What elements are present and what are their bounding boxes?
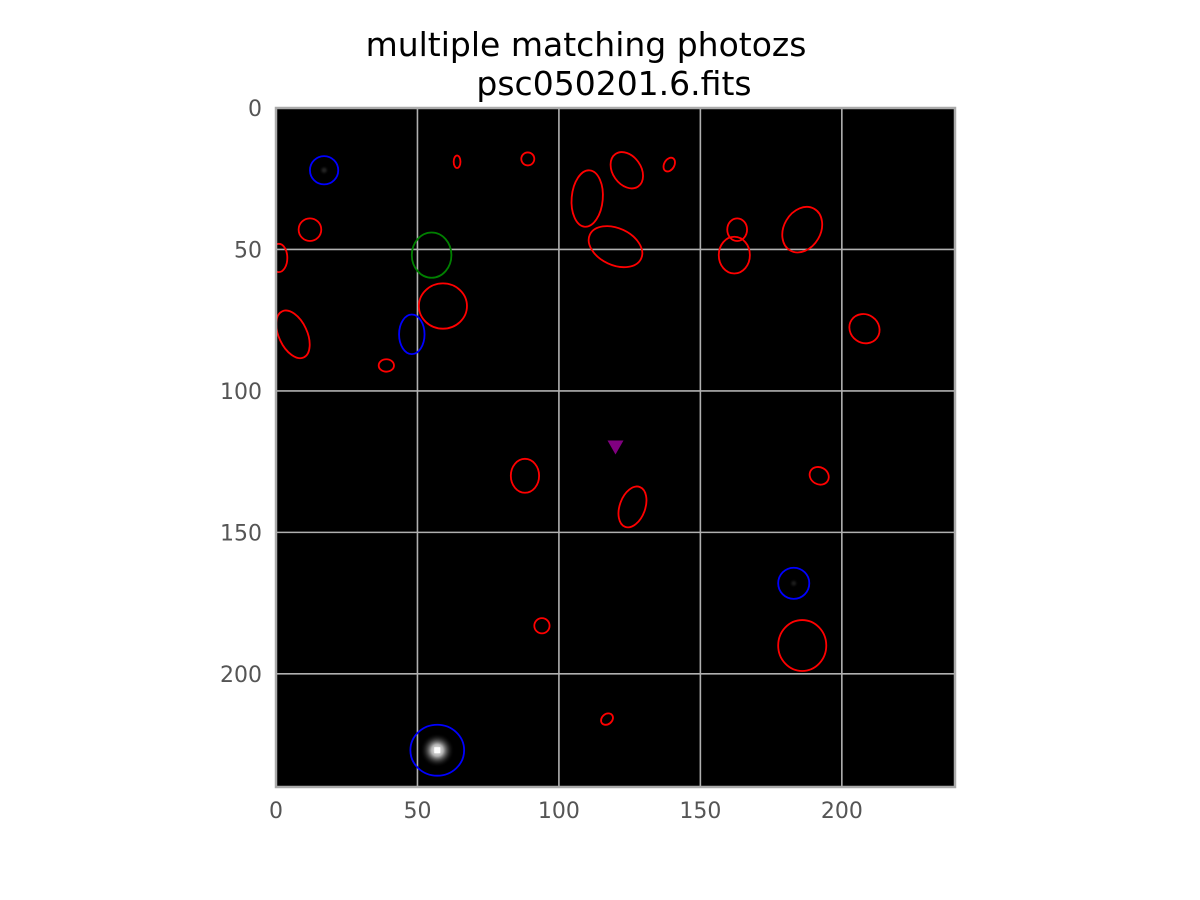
point-source bbox=[789, 578, 799, 588]
red-ellipse bbox=[533, 617, 551, 635]
point-source-core bbox=[434, 747, 441, 754]
red-ellipse bbox=[777, 619, 828, 672]
x-tick-label: 150 bbox=[679, 799, 721, 824]
red-ellipse bbox=[726, 217, 748, 242]
ellipse-layer bbox=[276, 151, 881, 777]
red-ellipse bbox=[452, 154, 462, 169]
red-ellipse bbox=[570, 169, 604, 228]
red-ellipse bbox=[276, 309, 311, 360]
blue-ellipse bbox=[398, 313, 426, 356]
x-tick-label: 50 bbox=[403, 799, 431, 824]
red-ellipse bbox=[609, 151, 644, 190]
x-tick-label: 200 bbox=[821, 799, 863, 824]
red-ellipse bbox=[600, 712, 614, 726]
red-ellipse bbox=[617, 485, 648, 529]
red-ellipse bbox=[520, 151, 536, 167]
y-tick-label: 100 bbox=[220, 380, 262, 405]
red-ellipse bbox=[848, 313, 881, 345]
red-ellipse bbox=[808, 466, 830, 486]
red-ellipse bbox=[509, 457, 541, 494]
red-ellipse bbox=[717, 235, 751, 275]
x-tick-label: 100 bbox=[538, 799, 580, 824]
blue-ellipse bbox=[309, 155, 340, 186]
green-ellipse bbox=[410, 231, 453, 279]
red-ellipse bbox=[276, 242, 289, 273]
red-ellipse bbox=[587, 225, 644, 269]
red-ellipse bbox=[662, 156, 676, 173]
y-tick-label: 150 bbox=[220, 521, 262, 546]
plot-frame bbox=[274, 106, 957, 789]
red-ellipse bbox=[297, 217, 323, 242]
y-axis-ticks: 0 50 100 150 200 bbox=[220, 97, 262, 688]
x-tick-label: 0 bbox=[269, 799, 283, 824]
blue-ellipse bbox=[777, 566, 811, 600]
red-ellipse bbox=[417, 282, 468, 330]
triangle-marker bbox=[607, 440, 624, 455]
y-tick-label: 200 bbox=[220, 663, 262, 688]
x-axis-ticks: 0 50 100 150 200 bbox=[269, 799, 863, 824]
chart-subtitle: psc050201.6.fits bbox=[476, 64, 751, 103]
blue-ellipse bbox=[409, 723, 466, 777]
red-ellipse bbox=[377, 358, 395, 373]
marker-layer bbox=[607, 440, 624, 455]
point-sources bbox=[318, 165, 799, 768]
chart-title: multiple matching photozs bbox=[366, 25, 807, 64]
red-ellipse bbox=[781, 205, 824, 254]
y-tick-label: 0 bbox=[248, 97, 262, 122]
point-source bbox=[318, 165, 330, 176]
y-tick-label: 50 bbox=[234, 238, 262, 263]
